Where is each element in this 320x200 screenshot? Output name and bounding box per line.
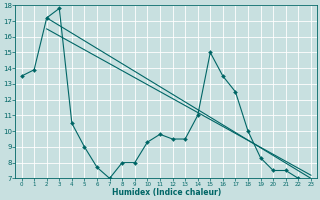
X-axis label: Humidex (Indice chaleur): Humidex (Indice chaleur) [112,188,221,197]
